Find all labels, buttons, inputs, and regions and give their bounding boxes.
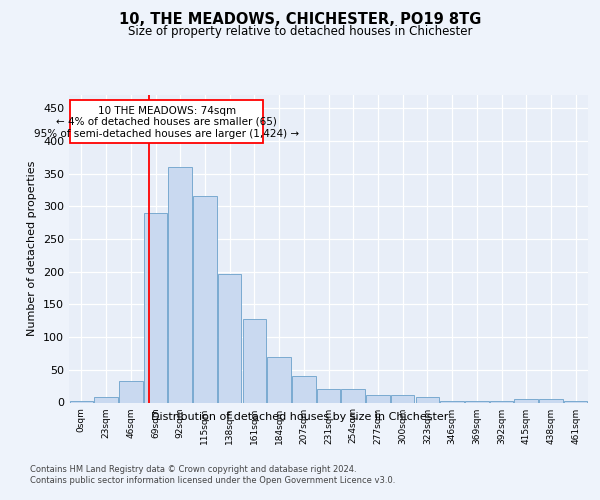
- Text: ← 4% of detached houses are smaller (65): ← 4% of detached houses are smaller (65): [56, 117, 277, 127]
- Bar: [514, 398, 538, 402]
- Bar: [317, 390, 340, 402]
- Bar: [564, 401, 587, 402]
- Bar: [391, 396, 415, 402]
- Text: 95% of semi-detached houses are larger (1,424) →: 95% of semi-detached houses are larger (…: [34, 128, 299, 138]
- Bar: [366, 396, 389, 402]
- Bar: [70, 100, 263, 144]
- Text: 10, THE MEADOWS, CHICHESTER, PO19 8TG: 10, THE MEADOWS, CHICHESTER, PO19 8TG: [119, 12, 481, 28]
- Bar: [341, 390, 365, 402]
- Bar: [144, 213, 167, 402]
- Text: Distribution of detached houses by size in Chichester: Distribution of detached houses by size …: [151, 412, 449, 422]
- Bar: [465, 401, 488, 402]
- Bar: [440, 401, 464, 402]
- Bar: [416, 398, 439, 402]
- Bar: [242, 320, 266, 402]
- Bar: [218, 274, 241, 402]
- Bar: [490, 401, 513, 402]
- Bar: [292, 376, 316, 402]
- Y-axis label: Number of detached properties: Number of detached properties: [28, 161, 37, 336]
- Bar: [539, 399, 563, 402]
- Bar: [169, 167, 192, 402]
- Text: 10 THE MEADOWS: 74sqm: 10 THE MEADOWS: 74sqm: [98, 106, 236, 116]
- Bar: [268, 356, 291, 403]
- Text: Contains public sector information licensed under the Open Government Licence v3: Contains public sector information licen…: [30, 476, 395, 485]
- Text: Contains HM Land Registry data © Crown copyright and database right 2024.: Contains HM Land Registry data © Crown c…: [30, 465, 356, 474]
- Bar: [193, 196, 217, 402]
- Bar: [119, 381, 143, 402]
- Bar: [94, 398, 118, 402]
- Bar: [70, 400, 93, 402]
- Text: Size of property relative to detached houses in Chichester: Size of property relative to detached ho…: [128, 25, 472, 38]
